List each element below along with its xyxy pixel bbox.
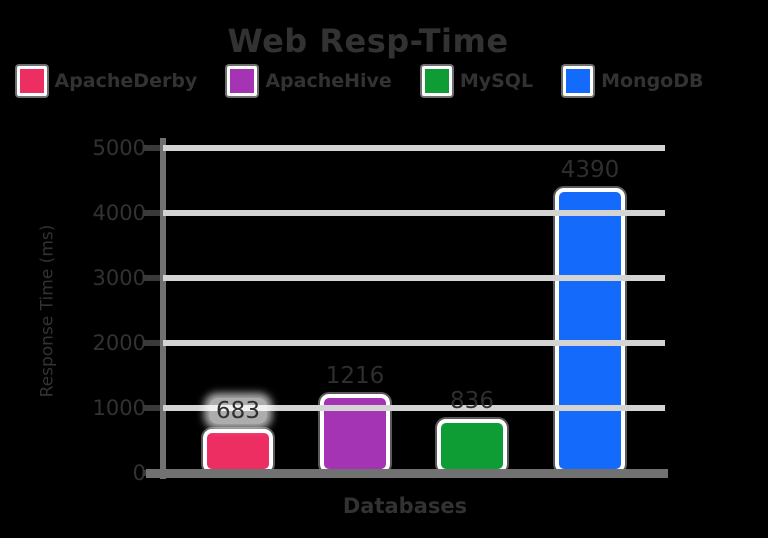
y-tick-label: 5000 (92, 136, 146, 160)
y-tick (143, 340, 163, 346)
y-axis-title: Response Time (ms) (30, 148, 64, 473)
y-tick-label: 4000 (92, 201, 146, 225)
chart-title: Web Resp-Time (227, 22, 509, 60)
gridline (163, 275, 665, 281)
y-tick (143, 210, 163, 216)
bar-value-label: 836 (450, 387, 494, 414)
y-axis-title-text: Response Time (ms) (37, 224, 57, 397)
legend-label: MongoDB (601, 70, 704, 92)
y-tick-label: 3000 (92, 266, 146, 290)
legend-swatch-icon (16, 66, 47, 96)
legend-item: ApacheHive (227, 66, 392, 96)
gridline (163, 340, 665, 346)
legend-swatch-icon (563, 66, 594, 96)
y-axis-line (160, 138, 166, 479)
gridline (163, 145, 665, 151)
bar (437, 418, 507, 473)
y-tick (143, 145, 163, 151)
bar-value-label: 4390 (560, 156, 620, 183)
legend-item: MongoDB (563, 66, 703, 96)
bar (203, 428, 273, 473)
x-axis-baseline (146, 469, 668, 478)
legend-swatch-icon (421, 66, 452, 96)
legend-label: ApacheDerby (54, 70, 198, 92)
y-tick-label: 0 (132, 461, 146, 485)
legend-swatch-icon (227, 66, 258, 96)
gridline (163, 405, 665, 411)
bar-value-label: 683 (209, 397, 267, 424)
x-axis-title: Databases (342, 494, 468, 518)
y-tick-label: 2000 (92, 331, 146, 355)
y-tick (143, 405, 163, 411)
chart-legend: ApacheDerby ApacheHive MySQL MongoDB (0, 64, 720, 98)
legend-label: ApacheHive (265, 70, 392, 92)
y-tick (143, 275, 163, 281)
legend-item: MySQL (421, 66, 534, 96)
legend-item: ApacheDerby (16, 66, 198, 96)
bar (555, 187, 625, 473)
gridline (163, 210, 665, 216)
y-tick-label: 1000 (92, 396, 146, 420)
legend-label: MySQL (459, 70, 534, 92)
bar-value-label: 1216 (325, 362, 385, 389)
